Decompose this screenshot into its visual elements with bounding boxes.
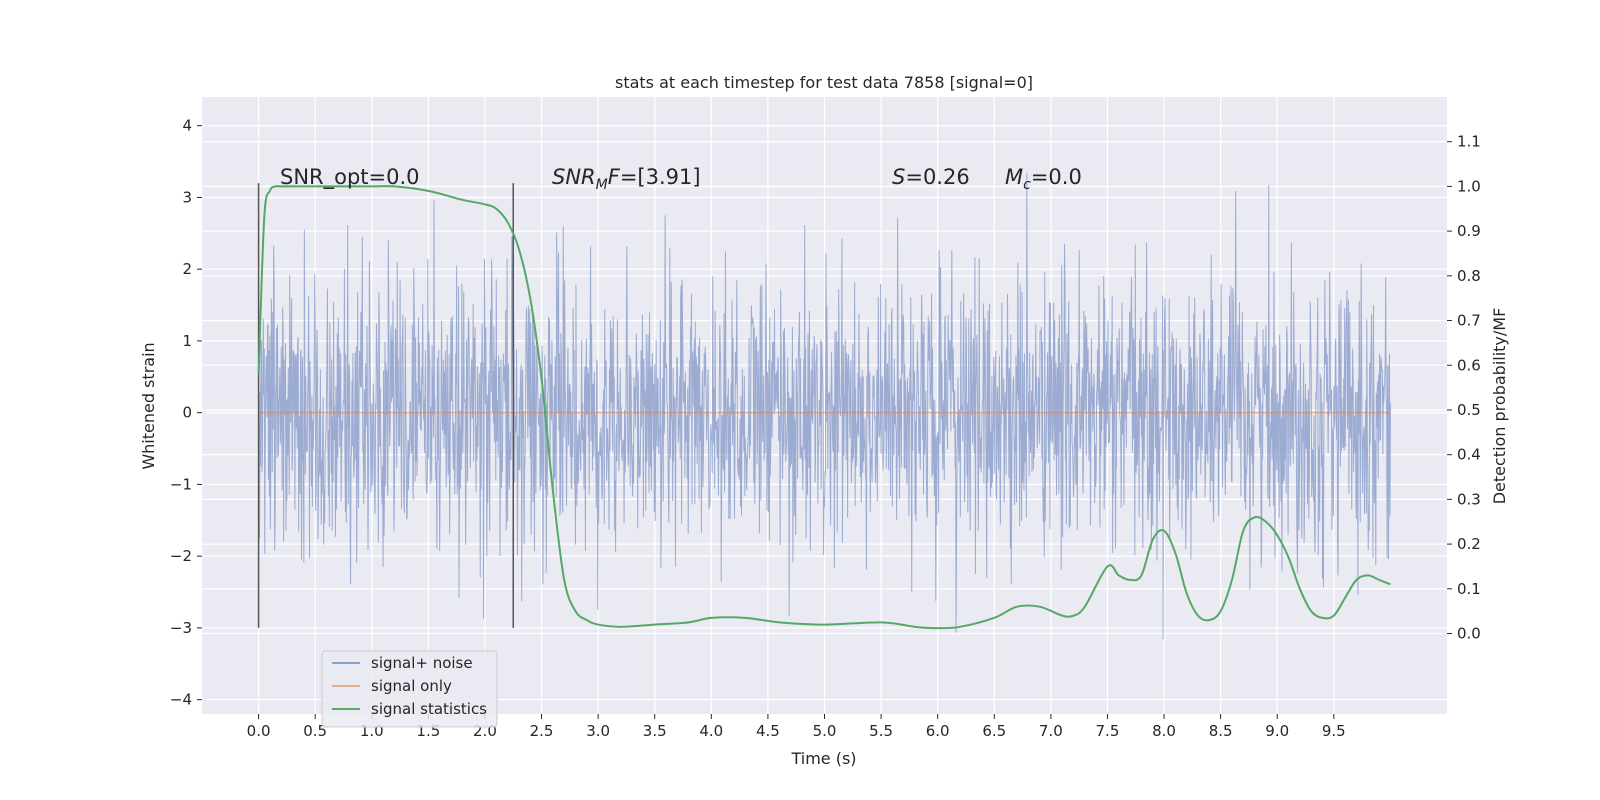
annotation-snr-mf: SNRMF=[3.91] bbox=[552, 165, 701, 193]
y-right-tick-label: 0.7 bbox=[1457, 312, 1481, 330]
y-right-tick-label: 1.1 bbox=[1457, 133, 1481, 151]
x-tick-label: 5.0 bbox=[813, 722, 837, 740]
x-tick-label: 6.0 bbox=[926, 722, 950, 740]
signal-statistics-line bbox=[257, 185, 1391, 630]
legend-box bbox=[321, 650, 498, 728]
x-tick-label: 7.0 bbox=[1039, 722, 1063, 740]
x-tick-label: 8.0 bbox=[1152, 722, 1176, 740]
y-right-tick-label: 1.0 bbox=[1457, 177, 1481, 195]
x-axis-label: Time (s) bbox=[790, 749, 856, 768]
y-tick-label: 3 bbox=[182, 188, 192, 206]
y-tick-label: −4 bbox=[170, 691, 192, 709]
x-tick-label: 2.5 bbox=[530, 722, 554, 740]
noise-series-line bbox=[258, 173, 1391, 640]
y-tick-label: 1 bbox=[182, 332, 192, 350]
y-right-tick-label: 0.0 bbox=[1457, 625, 1481, 643]
y-right-tick-label: 0.2 bbox=[1457, 535, 1481, 553]
y-right-tick-label: 0.8 bbox=[1457, 267, 1481, 285]
x-tick-label: 5.5 bbox=[869, 722, 893, 740]
signal-statistics-layer bbox=[257, 185, 1391, 630]
y-tick-label: −2 bbox=[170, 547, 192, 565]
y-right-tick-label: 0.4 bbox=[1457, 446, 1481, 464]
x-tick-label: 0.0 bbox=[247, 722, 271, 740]
annotation-snr-opt: SNR_opt=0.0 bbox=[280, 165, 420, 190]
y-right-tick-label: 0.5 bbox=[1457, 401, 1481, 419]
legend-label-signal: signal only bbox=[371, 677, 452, 695]
annotation-mc: Mc=0.0 bbox=[1005, 165, 1082, 193]
x-tick-label: 3.5 bbox=[643, 722, 667, 740]
legend-label-stats: signal statistics bbox=[371, 700, 487, 718]
y-right-tick-label: 0.9 bbox=[1457, 222, 1481, 240]
legend: signal+ noise signal only signal statist… bbox=[321, 650, 498, 728]
vertical-markers-layer bbox=[257, 183, 514, 628]
y-tick-label: 2 bbox=[182, 260, 192, 278]
ticks-layer: 0.0 0.5 1.0 1.5 2.0 2.5 3.0 3.5 4.0 4.5 5.0 5.5 6.0 6… bbox=[170, 117, 1481, 740]
noise-series-layer bbox=[258, 173, 1391, 640]
x-tick-label: 4.5 bbox=[756, 722, 780, 740]
y-tick-label: 4 bbox=[182, 117, 192, 135]
y-tick-label: −1 bbox=[170, 475, 192, 493]
legend-label-noise: signal+ noise bbox=[371, 654, 473, 672]
x-tick-label: 8.5 bbox=[1209, 722, 1233, 740]
x-tick-label: 4.0 bbox=[699, 722, 723, 740]
x-tick-label: 7.5 bbox=[1096, 722, 1120, 740]
x-tick-label: 9.5 bbox=[1322, 722, 1346, 740]
y-axis-label: Whitened strain bbox=[139, 342, 158, 469]
y-right-tick-label: 0.6 bbox=[1457, 356, 1481, 374]
annotation-snr-mf-value: =[3.91] bbox=[620, 165, 701, 189]
annotations: SNR_opt=0.0 SNRMF=[3.91] S=0.26 Mc=0.0 bbox=[280, 165, 1082, 193]
annotation-mc-value: =0.0 bbox=[1031, 165, 1082, 189]
annotation-s: S=0.26 bbox=[892, 165, 970, 189]
y-tick-label: 0 bbox=[182, 404, 192, 422]
y-right-tick-label: 0.1 bbox=[1457, 580, 1481, 598]
y-right-tick-label: 0.3 bbox=[1457, 490, 1481, 508]
y-axis-right-label: Detection probability/MF bbox=[1490, 308, 1509, 505]
x-tick-label: 0.5 bbox=[303, 722, 327, 740]
annotation-s-value: =0.26 bbox=[905, 165, 969, 189]
x-tick-label: 9.0 bbox=[1265, 722, 1289, 740]
x-tick-label: 3.0 bbox=[586, 722, 610, 740]
chart-title: stats at each timestep for test data 785… bbox=[615, 73, 1033, 92]
x-tick-label: 6.5 bbox=[982, 722, 1006, 740]
y-tick-label: −3 bbox=[170, 619, 192, 637]
